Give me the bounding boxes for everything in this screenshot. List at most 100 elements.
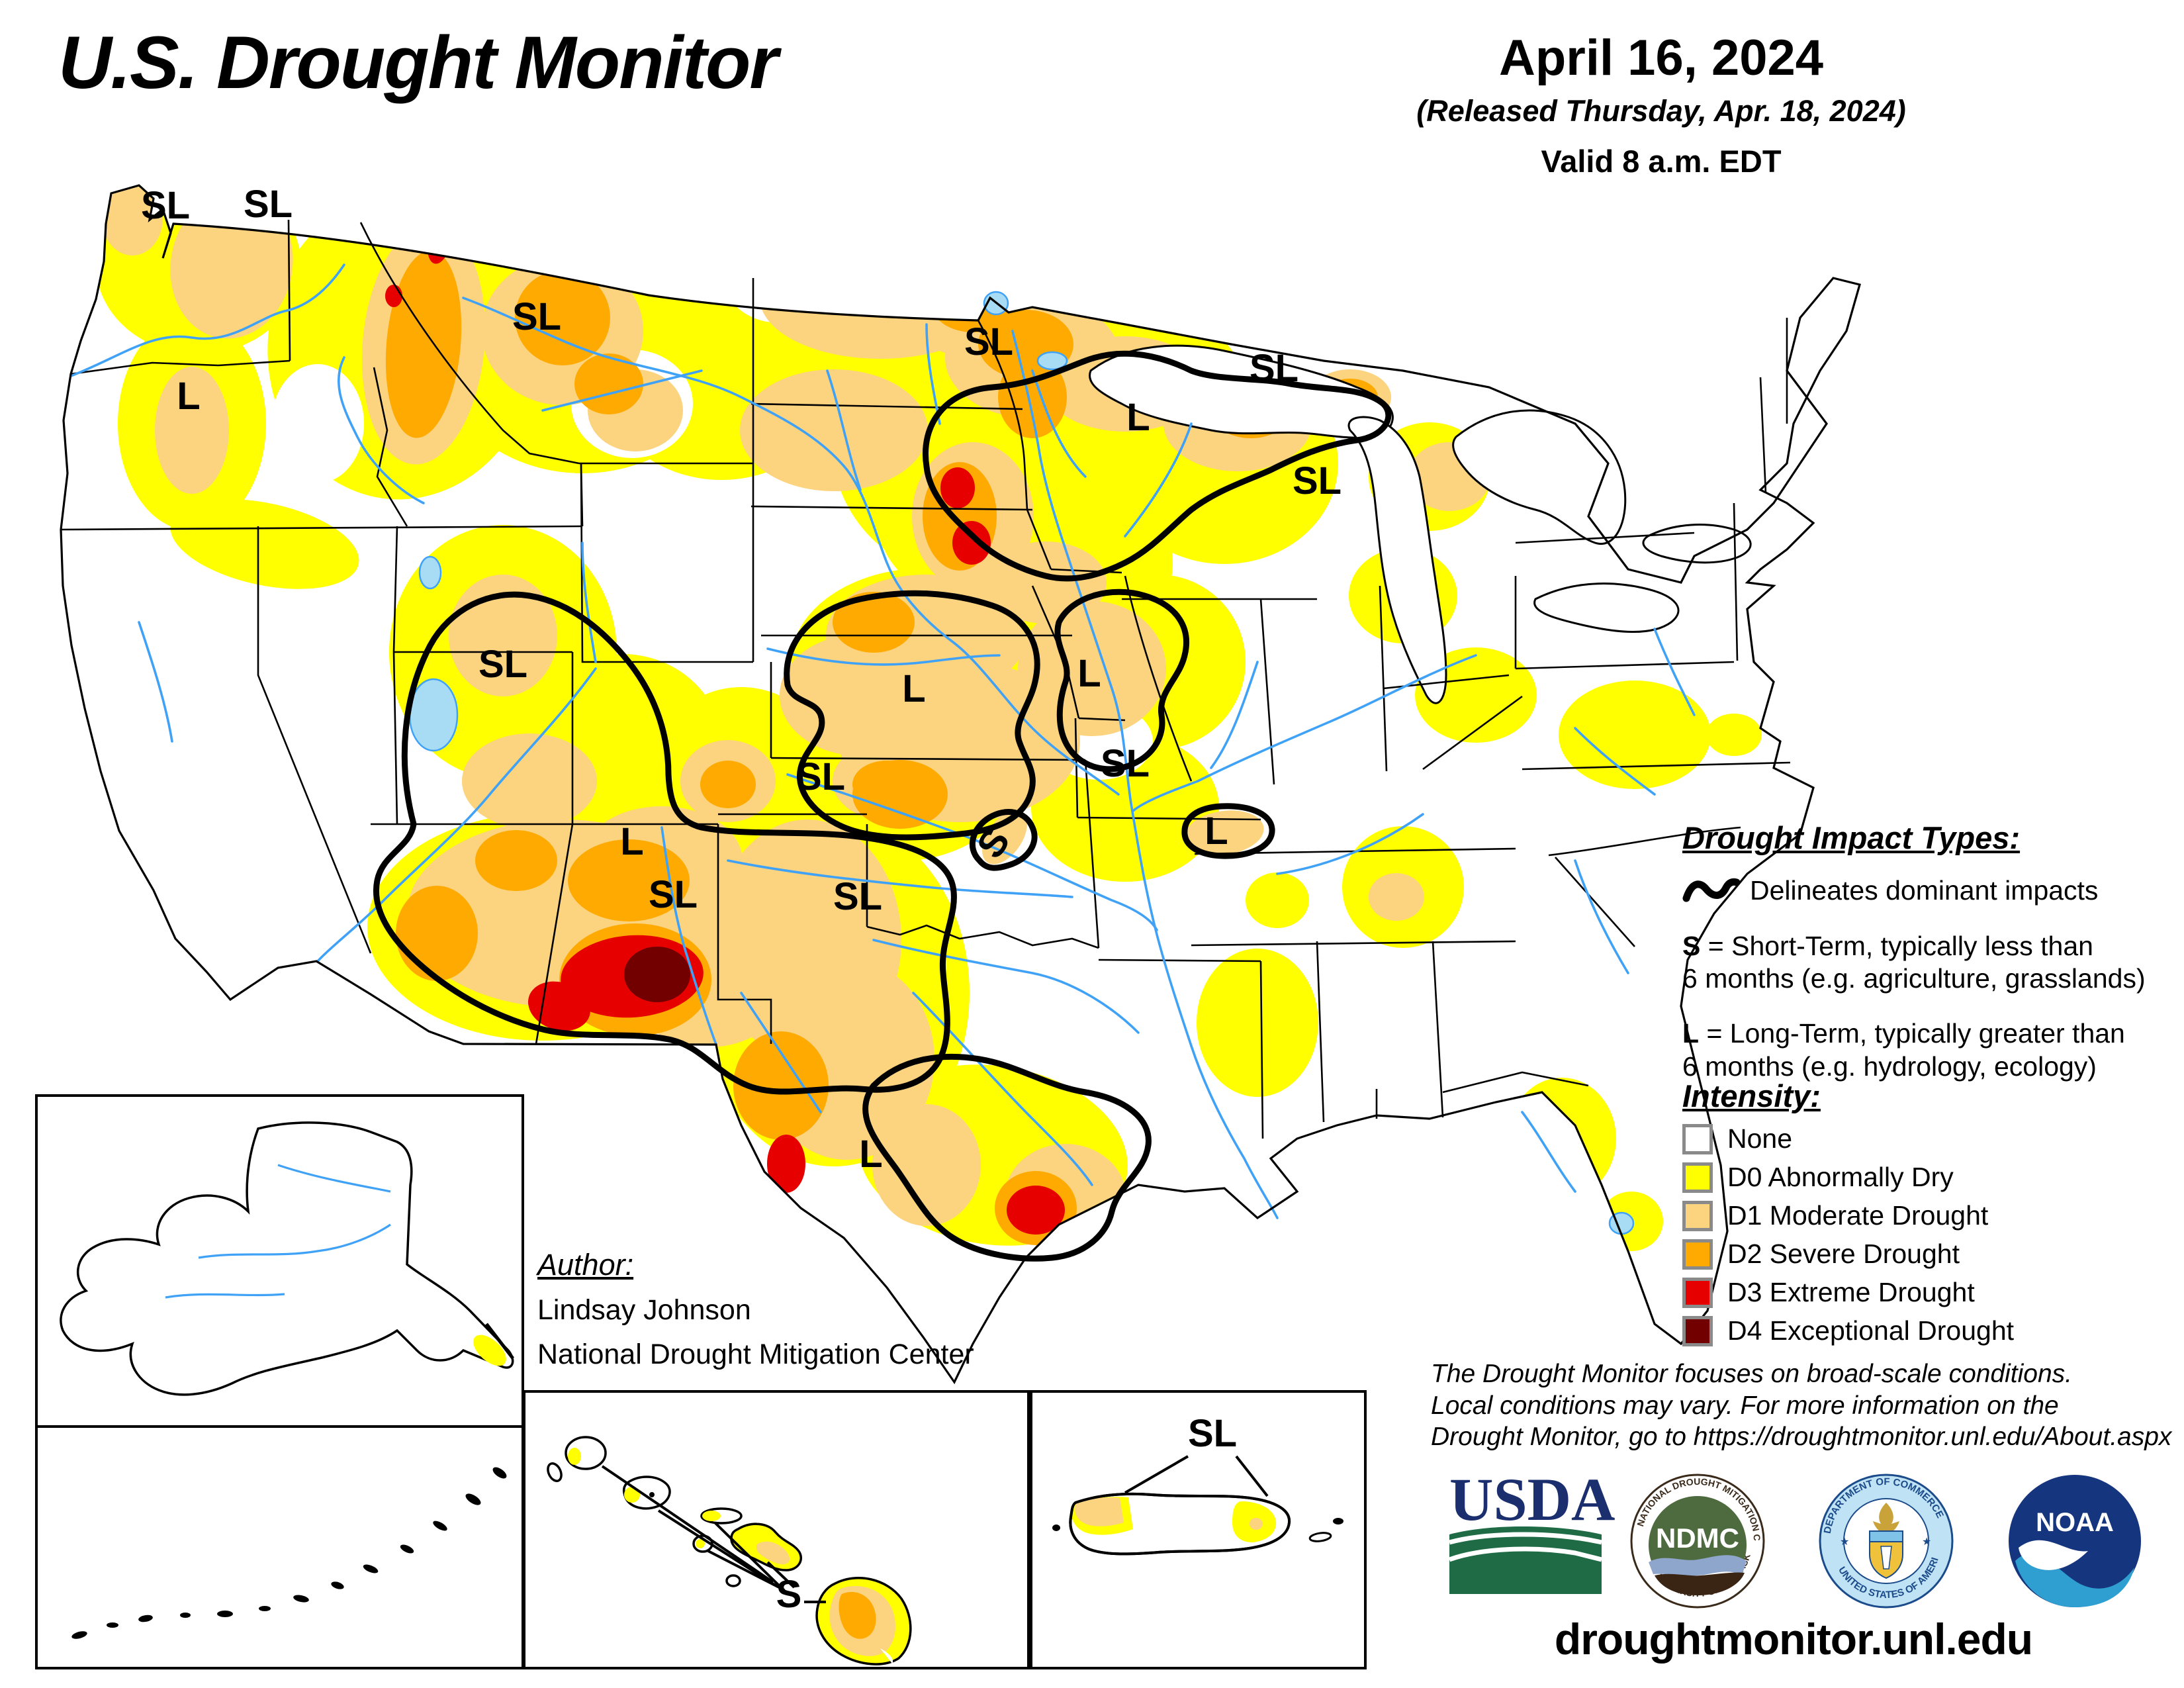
intensity-item-0: None (1682, 1123, 2175, 1154)
doc-eagle-icon (1873, 1503, 1899, 1534)
usda-logo: USDA (1448, 1468, 1615, 1594)
impact-delineation-outlines (373, 350, 1392, 1262)
impact-label-s: S (776, 1573, 802, 1616)
intensity-item-4: D3 Extreme Drought (1682, 1277, 2175, 1308)
great-salt-lake (408, 678, 459, 752)
alaska-d0-panhandle (473, 1335, 506, 1366)
impact-label-sl: SL (833, 875, 882, 918)
intensity-swatch (1682, 1123, 1713, 1154)
page-title: U.S. Drought Monitor (58, 21, 778, 104)
impact-label-l: L (620, 820, 643, 863)
short-term-line2: 6 months (e.g. agriculture, grasslands) (1682, 963, 2146, 994)
map-date: April 16, 2024 (1498, 30, 1824, 86)
state-borders (60, 219, 1791, 1139)
intensity-swatch (1682, 1277, 1713, 1308)
intensity-panel: Intensity: None D0 Abnormally Dry D1 Moder… (1682, 1078, 2175, 1354)
impact-types-heading: Drought Impact Types: (1682, 820, 2021, 855)
aleutian-islands (71, 1467, 507, 1639)
intensity-item-3: D2 Severe Drought (1682, 1239, 2175, 1270)
logos-row: USDA NATIONAL DROUGHT MITIGATION CENTER … (1436, 1468, 2141, 1609)
culebra (1333, 1518, 1343, 1524)
lake-michigan (1347, 416, 1447, 704)
intensity-heading: Intensity: (1682, 1078, 1821, 1113)
intensity-swatch (1682, 1239, 1713, 1270)
site-url: droughtmonitor.unl.edu (1554, 1615, 2033, 1664)
release-date: (Released Thursday, Apr. 18, 2024) (1416, 93, 1906, 128)
alaska-rivers (165, 1164, 391, 1299)
short-term-line1: = Short-Term, typically less than (1707, 931, 2093, 961)
impact-label-l: L (1126, 396, 1150, 439)
puerto-rico-inset (1030, 1390, 1367, 1669)
noaa-text: NOAA (2036, 1508, 2114, 1537)
bear-lake (418, 555, 442, 590)
short-term-definition: S = Short-Term, typically less than 6 mo… (1682, 930, 2175, 995)
intensity-swatch (1682, 1162, 1713, 1193)
impact-label-sl: SL (244, 183, 293, 226)
impact-label-sl: SL (1101, 742, 1150, 785)
puerto-rico-pointer-lines (1124, 1455, 1269, 1497)
puerto-rico-coast-redraw (1069, 1492, 1291, 1556)
intensity-item-2: D1 Moderate Drought (1682, 1200, 2175, 1231)
impact-label-l: L (1205, 810, 1228, 853)
impact-label-l: L (177, 375, 200, 418)
conus-outline (60, 184, 1861, 1385)
intensity-item-1: D0 Abnormally Dry (1682, 1162, 2175, 1193)
niihau (547, 1462, 563, 1482)
disclaimer-line: Drought Monitor, go to https://droughtmo… (1431, 1423, 2172, 1452)
impact-label-sl: SL (512, 295, 561, 338)
intensity-swatch (1682, 1315, 1713, 1346)
intensity-item-5: D4 Exceptional Drought (1682, 1315, 2175, 1346)
kahoolawe (725, 1574, 741, 1587)
impact-label-sl: SL (964, 320, 1013, 363)
hawaii-pointer-lines (601, 1465, 826, 1603)
small-lakes (408, 291, 1635, 1235)
long-term-prefix: L (1682, 1018, 1700, 1049)
great-lakes (1089, 344, 1752, 704)
impact-label-sl: SL (1293, 459, 1342, 502)
impact-label-sl: SL (141, 184, 190, 227)
intensity-label: D1 Moderate Drought (1727, 1200, 1989, 1231)
impact-label-sl: SL (796, 755, 845, 798)
author-block: Author: Lindsay Johnson National Drought… (537, 1248, 974, 1371)
impact-label-sl: SL (1250, 347, 1298, 390)
impact-label-sl: SL (649, 873, 698, 916)
delineation-squiggle-icon (1682, 878, 1741, 902)
disclaimer-line: Local conditions may vary. For more info… (1431, 1391, 2059, 1420)
rivers (69, 263, 1696, 1219)
author-name: Lindsay Johnson (537, 1294, 751, 1326)
intensity-label: D0 Abnormally Dry (1727, 1162, 1954, 1192)
intensity-swatch (1682, 1200, 1713, 1231)
author-org: National Drought Mitigation Center (537, 1338, 974, 1370)
doc-star-right: ★ (1922, 1536, 1931, 1548)
long-term-line1: = Long-Term, typically greater than (1706, 1018, 2125, 1049)
intensity-label: D4 Exceptional Drought (1727, 1315, 2015, 1346)
impact-label-sl: SL (1188, 1412, 1237, 1455)
noaa-logo: NOAA (2009, 1475, 2141, 1607)
disclaimer-line: The Drought Monitor focuses on broad-sca… (1431, 1360, 2073, 1388)
lake-erie (1533, 583, 1680, 633)
impact-label-l: L (859, 1133, 882, 1176)
date-block: April 16, 2024 (Released Thursday, Apr. … (1403, 32, 1919, 179)
impact-types-panel: Drought Impact Types: Delineates dominan… (1682, 820, 2175, 1083)
usda-text: USDA (1449, 1468, 1615, 1533)
long-term-definition: L = Long-Term, typically greater than 6 … (1682, 1017, 2175, 1082)
intensity-legend-rows: None D0 Abnormally Dry D1 Moderate Drought… (1682, 1123, 2175, 1346)
impact-label-l: L (902, 667, 925, 710)
intensity-label: D2 Severe Drought (1727, 1239, 1960, 1269)
red-lake (1036, 351, 1068, 371)
valid-time: Valid 8 a.m. EDT (1541, 143, 1782, 179)
delineates-text: Delineates dominant impacts (1750, 874, 2099, 906)
impact-label-l: L (1077, 652, 1101, 695)
impact-label-sl: SL (478, 643, 527, 686)
vieques (1308, 1532, 1332, 1542)
ndmc-text: NDMC (1656, 1523, 1739, 1554)
alaska-outline (60, 1121, 514, 1396)
short-term-prefix: S (1682, 931, 1701, 961)
doc-star-left: ★ (1840, 1536, 1849, 1548)
d4-exceptional-drought-areas (624, 947, 690, 1002)
disclaimer-text: The Drought Monitor focuses on broad-sca… (1431, 1358, 2179, 1453)
long-term-line2: 6 months (e.g. hydrology, ecology) (1682, 1051, 2097, 1082)
